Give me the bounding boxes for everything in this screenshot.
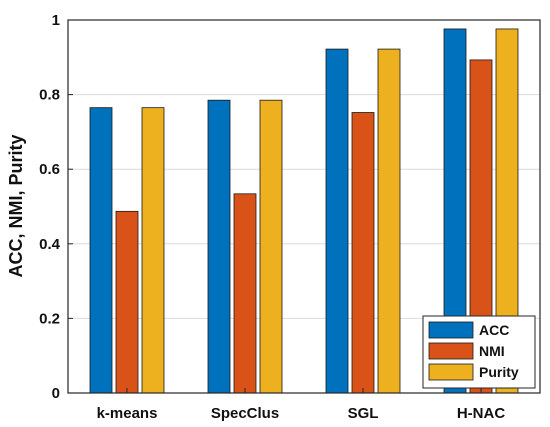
x-tick-label: H-NAC — [457, 405, 505, 422]
legend-swatch — [428, 342, 474, 360]
y-tick-label: 1 — [52, 12, 60, 29]
y-tick-label: 0.8 — [39, 87, 60, 104]
bar-purity-sgl — [377, 48, 401, 394]
bar-acc-k-means — [89, 107, 113, 394]
legend-swatch — [428, 321, 474, 339]
x-tick-label: SpecClus — [211, 405, 279, 422]
legend-label: NMI — [479, 343, 505, 359]
y-tick-label: 0.4 — [39, 236, 61, 253]
bar-nmi-specclus — [233, 193, 257, 394]
bar-purity-specclus — [259, 99, 283, 394]
x-tick-label: SGL — [348, 405, 379, 422]
y-tick-label: 0 — [52, 385, 60, 402]
bar-nmi-k-means — [115, 210, 139, 394]
plot-frame — [67, 19, 541, 394]
bar-nmi-sgl — [351, 112, 375, 394]
y-tick-label: 0.6 — [39, 161, 60, 178]
bar-acc-sgl — [325, 48, 349, 394]
x-ticks: k-means SpecClus SGL H-NAC — [97, 388, 505, 422]
bar-acc-specclus — [207, 99, 231, 394]
bar-purity-k-means — [141, 107, 165, 394]
y-tick-label: 0.2 — [39, 310, 60, 327]
legend-label: Purity — [479, 364, 519, 380]
legend-label: ACC — [479, 322, 509, 338]
bars — [89, 28, 519, 394]
legend-swatch — [428, 363, 474, 381]
legend: ACC NMI Purity — [422, 315, 536, 389]
y-ticks: 0 0.2 0.4 0.6 0.8 1 — [39, 12, 73, 402]
x-tick-label: k-means — [97, 405, 158, 422]
y-axis-label: ACC, NMI, Purity — [6, 134, 26, 277]
